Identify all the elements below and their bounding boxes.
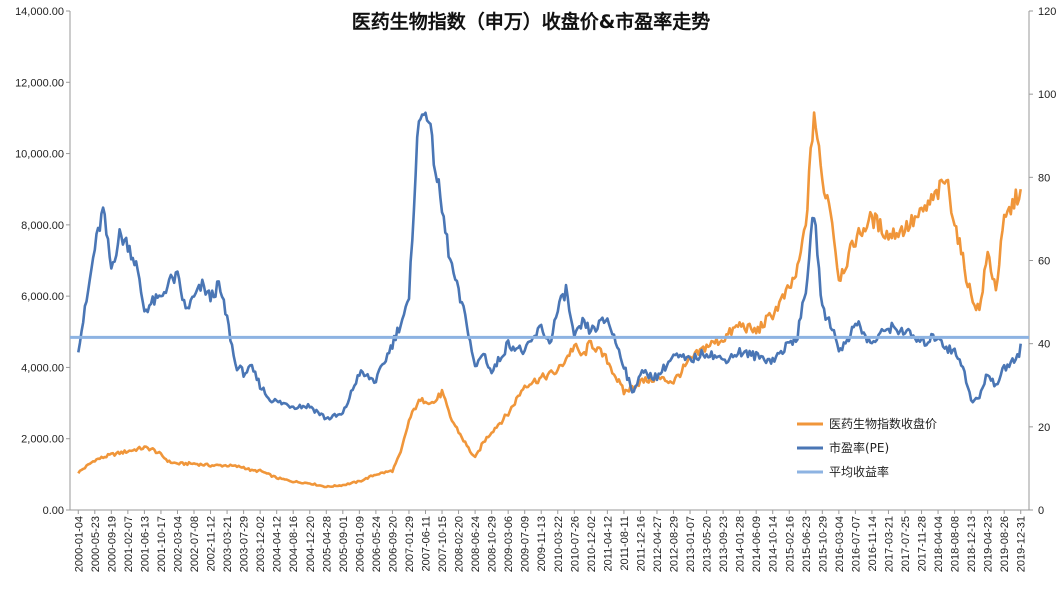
x-tick-label: 2010-03-22 [553, 516, 565, 572]
x-tick-label: 2001-06-13 [139, 516, 151, 572]
x-tick-label: 2008-10-29 [487, 516, 499, 572]
x-tick-label: 2013-05-20 [702, 516, 714, 572]
x-tick-label: 2004-08-16 [288, 516, 300, 572]
x-tick-label: 2006-01-09 [354, 516, 366, 572]
y-left-tick-label: 12,000.00 [15, 77, 64, 89]
x-tick-label: 2006-09-20 [387, 516, 399, 572]
x-tick-label: 2019-08-26 [999, 516, 1011, 572]
x-tick-label: 2004-12-20 [305, 516, 317, 572]
x-tick-label: 2018-04-04 [933, 516, 945, 572]
x-tick-label: 2011-12-16 [635, 516, 647, 571]
x-tick-label: 2018-12-13 [966, 516, 978, 572]
y-right-tick-label: 120 [1038, 6, 1056, 18]
x-tick-label: 2014-06-09 [751, 516, 763, 572]
x-tick-label: 2007-10-15 [437, 516, 449, 572]
y-left-tick-label: 6,000.00 [21, 291, 64, 303]
y-left-tick-label: 2,000.00 [21, 434, 64, 446]
x-tick-label: 2002-07-08 [189, 516, 201, 572]
x-tick-label: 2013-09-23 [718, 516, 730, 572]
x-tick-label: 2016-11-14 [867, 516, 879, 571]
x-tick-label: 2010-12-02 [586, 516, 598, 572]
series-layer [70, 111, 1029, 489]
x-tick-label: 2011-04-12 [602, 516, 614, 571]
x-tick-label: 2009-07-09 [520, 516, 532, 572]
x-tick-label: 2013-01-07 [685, 516, 697, 572]
x-tick-label: 2014-10-14 [768, 516, 780, 572]
x-tick-label: 2015-10-29 [817, 516, 829, 572]
x-tick-label: 2015-06-23 [801, 516, 813, 572]
x-tick-label: 2016-07-07 [850, 516, 862, 572]
x-tick-label: 2011-08-11 [619, 516, 631, 571]
y-left-tick-label: 14,000.00 [15, 6, 64, 18]
x-tick-label: 2007-06-11 [420, 516, 432, 571]
x-tick-label: 2000-09-19 [106, 516, 118, 572]
x-tick-label: 2008-02-20 [454, 516, 466, 572]
x-tick-label: 2016-03-04 [834, 516, 846, 572]
y-right-tick-label: 0 [1038, 505, 1044, 517]
x-tick-label: 2004-04-12 [272, 516, 284, 572]
x-tick-label: 2006-05-24 [371, 516, 383, 572]
x-tick-label: 2017-11-28 [917, 516, 929, 571]
x-tick-label: 2000-01-04 [73, 516, 85, 572]
series-line-close-price [77, 111, 1022, 489]
x-tick-label: 2018-08-08 [950, 516, 962, 572]
x-tick-label: 2007-01-29 [404, 516, 416, 572]
x-tick-label: 2002-11-12 [206, 516, 218, 571]
axes: 0.00 2,000.00 4,000.00 6,000.00 8,000.00 10,0… [15, 6, 1056, 572]
x-tick-label: 2003-03-21 [222, 516, 234, 572]
x-tick-label: 2002-03-04 [172, 516, 184, 572]
y-right-tick-label: 100 [1038, 89, 1056, 101]
x-tick-label: 2014-01-28 [735, 516, 747, 572]
x-tick-label: 2015-02-16 [784, 516, 796, 572]
y-left-tick-label: 0.00 [43, 505, 64, 517]
y-right-tick-label: 20 [1038, 422, 1050, 434]
legend-label: 医药生物指数收盘价 [829, 416, 937, 431]
series-line-pe [77, 111, 1022, 421]
x-tick-label: 2008-06-24 [470, 516, 482, 572]
y-left-tick-label: 4,000.00 [21, 362, 64, 374]
chart-title: 医药生物指数（申万）收盘价&市盈率走势 [352, 10, 711, 33]
legend-label: 平均收益率 [829, 464, 889, 479]
x-tick-label: 2009-11-13 [536, 516, 548, 571]
x-tick-label: 2005-09-01 [338, 516, 350, 572]
y-right-tick-label: 40 [1038, 339, 1050, 351]
y-left-tick-label: 10,000.00 [15, 149, 64, 161]
y-left-tick-label: 8,000.00 [21, 220, 64, 232]
y-right-tick-label: 80 [1038, 172, 1050, 184]
x-tick-label: 2001-10-17 [156, 516, 168, 572]
x-tick-label: 2017-03-21 [883, 516, 895, 572]
x-tick-label: 2000-05-23 [90, 516, 102, 572]
x-tick-label: 2010-07-26 [569, 516, 581, 572]
x-tick-label: 2019-12-31 [1016, 516, 1028, 572]
x-tick-label: 2017-07-25 [900, 516, 912, 572]
x-tick-label: 2009-03-06 [503, 516, 515, 572]
x-tick-label: 2012-08-29 [669, 516, 681, 572]
y-right-tick-label: 60 [1038, 256, 1050, 268]
x-tick-label: 2003-12-02 [255, 516, 267, 572]
x-tick-label: 2001-02-07 [123, 516, 135, 572]
x-tick-label: 2019-04-23 [983, 516, 995, 572]
legend-label: 市盈率(PE) [829, 440, 889, 455]
x-tick-label: 2005-04-28 [321, 516, 333, 572]
x-tick-label: 2003-07-29 [239, 516, 251, 572]
x-tick-label: 2012-04-27 [652, 516, 664, 572]
